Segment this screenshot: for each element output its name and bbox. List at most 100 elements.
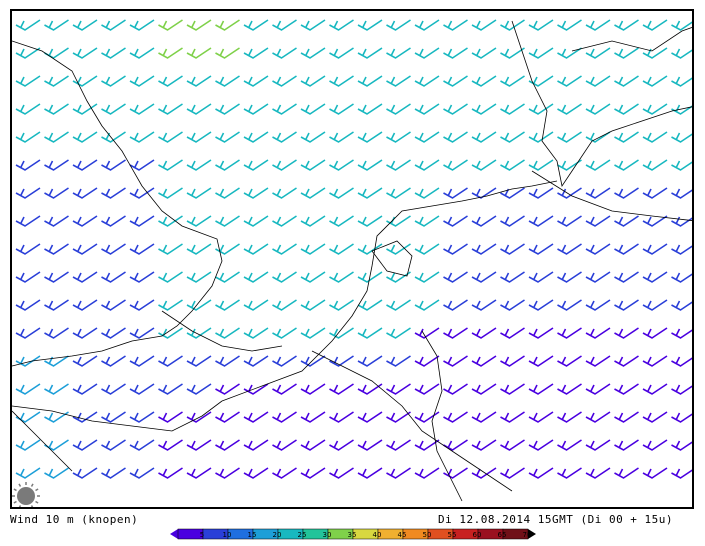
wind-barb — [642, 467, 668, 479]
wind-barb — [15, 47, 41, 59]
wind-barb — [642, 439, 668, 451]
wind-barb — [15, 215, 41, 227]
coastline-segment — [12, 400, 223, 432]
wind-barb — [272, 411, 297, 423]
wind-barb — [414, 411, 440, 423]
wind-barb — [443, 19, 468, 31]
wind-barb — [357, 299, 383, 311]
wind-barb — [443, 215, 468, 227]
wind-barb — [300, 47, 326, 59]
wind-barb — [15, 299, 41, 311]
wind-barb — [44, 159, 69, 171]
wind-barb — [557, 215, 582, 227]
wind-barb — [500, 103, 525, 115]
wind-barb — [471, 19, 497, 31]
wind-barb — [44, 187, 69, 199]
wind-barb — [329, 411, 354, 423]
wind-barb — [500, 19, 525, 31]
wind-barb — [44, 383, 69, 395]
wind-barb — [414, 187, 440, 199]
wind-barb — [557, 383, 582, 395]
wind-barb — [215, 355, 240, 367]
wind-barb — [44, 439, 69, 451]
wind-barb — [44, 243, 69, 255]
wind-barb — [528, 411, 554, 423]
wind-barb — [471, 411, 497, 423]
wind-barb — [357, 215, 383, 227]
wind-barb — [585, 19, 611, 31]
wind-barb — [15, 19, 41, 31]
wind-barb — [671, 412, 692, 423]
wind-speed-legend: 5 10 15 20 25 30 35 40 45 50 55 60 65 70 — [170, 528, 536, 540]
wind-barb — [357, 75, 383, 87]
wind-barb — [557, 271, 582, 283]
wind-barb — [215, 215, 240, 227]
wind-barb — [443, 131, 468, 143]
wind-barb — [443, 243, 468, 255]
wind-barb — [72, 47, 98, 59]
wind-barb — [614, 131, 639, 143]
wind-barb — [15, 355, 41, 367]
wind-barb — [158, 47, 183, 59]
wind-barb — [329, 243, 354, 255]
wind-barb — [44, 355, 69, 367]
wind-barb — [414, 243, 440, 255]
wind-barb — [158, 159, 183, 171]
wind-barb — [129, 299, 155, 311]
wind-barb — [671, 440, 692, 451]
wind-barb — [642, 187, 668, 199]
wind-barb — [72, 19, 98, 31]
wind-barb — [272, 467, 297, 479]
wind-barb — [101, 19, 126, 31]
wind-barb — [671, 132, 692, 143]
wind-barb — [614, 299, 639, 311]
wind-barb — [443, 47, 468, 59]
wind-barb — [500, 299, 525, 311]
wind-barb — [215, 47, 240, 59]
wind-barb — [557, 243, 582, 255]
wind-barb — [72, 215, 98, 227]
wind-barb — [471, 159, 497, 171]
wind-barb — [443, 103, 468, 115]
wind-barb — [15, 187, 41, 199]
wind-barb — [585, 215, 611, 227]
wind-barb — [101, 215, 126, 227]
wind-barb — [101, 243, 126, 255]
wind-barb — [528, 47, 554, 59]
wind-barb — [101, 355, 126, 367]
wind-barb — [44, 271, 69, 283]
wind-barb — [129, 47, 155, 59]
wind-barb — [186, 19, 212, 31]
wind-barb — [329, 327, 354, 339]
wind-barb — [414, 327, 440, 339]
wind-barb — [528, 103, 554, 115]
wind-barb — [357, 187, 383, 199]
wind-barb — [414, 131, 440, 143]
wind-barb — [243, 159, 269, 171]
wind-barb — [614, 75, 639, 87]
wind-barb — [671, 468, 692, 479]
wind-barb — [15, 467, 41, 479]
coastline-segment — [511, 20, 692, 188]
wind-barb — [243, 299, 269, 311]
valid-time-label: Di 12.08.2014 15GMT (Di 00 + 15u) — [438, 513, 674, 526]
wind-barb — [500, 383, 525, 395]
wind-barb — [243, 383, 269, 395]
wind-barb — [500, 47, 525, 59]
wind-barb — [44, 75, 69, 87]
wind-barb — [215, 299, 240, 311]
wind-barb — [671, 76, 692, 87]
coastlines — [12, 20, 692, 502]
wind-barb — [614, 103, 639, 115]
wind-barb — [158, 243, 183, 255]
wind-barb — [614, 355, 639, 367]
wind-barb — [386, 103, 411, 115]
wind-barb — [642, 327, 668, 339]
wind-barb — [357, 159, 383, 171]
wind-barb — [357, 439, 383, 451]
wind-barb — [101, 411, 126, 423]
wind-barb — [129, 103, 155, 115]
legend-tick-label: 50 — [423, 531, 432, 539]
wind-barb — [443, 271, 468, 283]
wind-barb — [386, 355, 411, 367]
